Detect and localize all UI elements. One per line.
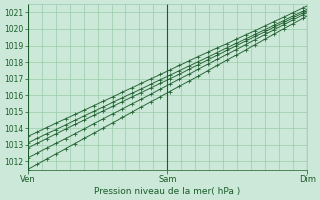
X-axis label: Pression niveau de la mer( hPa ): Pression niveau de la mer( hPa ) <box>94 187 241 196</box>
